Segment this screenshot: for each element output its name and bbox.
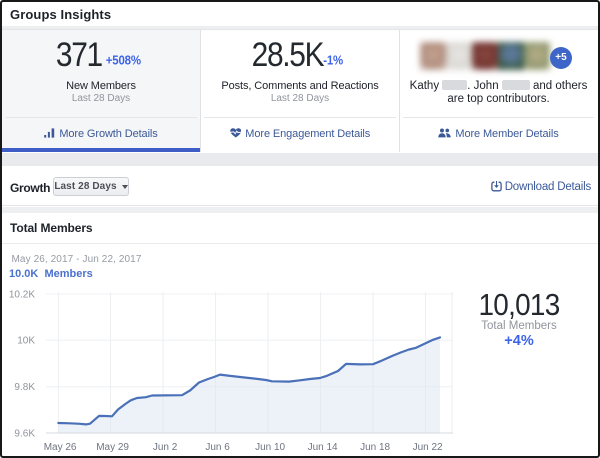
svg-text:Jun 10: Jun 10: [255, 442, 285, 453]
svg-text:10.2K: 10.2K: [9, 290, 35, 301]
svg-text:May 29: May 29: [96, 442, 129, 453]
svg-text:Jun 6: Jun 6: [205, 442, 230, 453]
svg-text:10K: 10K: [17, 336, 35, 347]
svg-text:9.6K: 9.6K: [14, 429, 35, 440]
svg-text:9.8K: 9.8K: [14, 382, 35, 393]
svg-text:May 26: May 26: [44, 442, 77, 453]
svg-text:Jun 22: Jun 22: [413, 442, 443, 453]
svg-text:Jun 14: Jun 14: [308, 442, 338, 453]
svg-text:Jun 2: Jun 2: [153, 442, 178, 453]
svg-text:Jun 18: Jun 18: [360, 442, 390, 453]
